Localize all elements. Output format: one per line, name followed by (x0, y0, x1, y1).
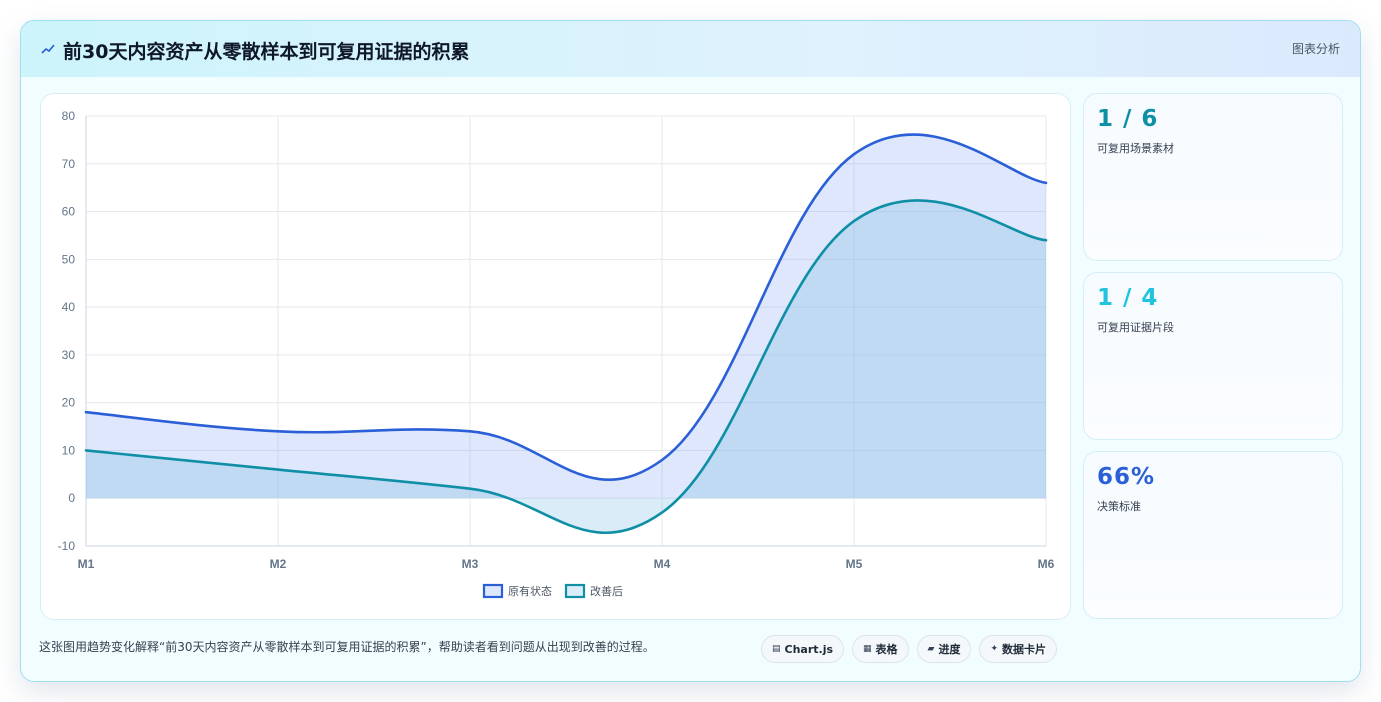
x-tick-label: M6 (1038, 557, 1055, 571)
y-tick-label: 30 (62, 348, 76, 362)
x-tick-label: M2 (270, 557, 287, 571)
series-line-2 (84, 199, 1048, 534)
chart-card: 前30天内容资产从零散样本到可复用证据的积累 图表分析 80 70 60 50 40 30… (20, 20, 1361, 682)
y-tick-label: -10 (58, 539, 76, 553)
stat-value: 66% (1097, 464, 1156, 490)
x-tick-label: M3 (462, 557, 479, 571)
stat-value: 1 / 6 (1097, 106, 1159, 132)
tag-chartjs[interactable]: ▤ Chart.js (761, 635, 845, 663)
tag-label: 表格 (875, 643, 898, 656)
stat-label: 可复用场景素材 (1097, 142, 1174, 155)
legend-label-1: 原有状态 (508, 584, 552, 598)
series-area-2 (86, 200, 1046, 533)
page-title: 前30天内容资产从零散样本到可复用证据的积累 (63, 41, 470, 63)
stat-card-reusable-scenes: 1 / 6 可复用场景素材 (1083, 93, 1343, 261)
progress-icon: ▰ (927, 644, 935, 654)
x-tick-label: M1 (78, 557, 95, 571)
tag-label: 数据卡片 (1002, 643, 1047, 656)
stat-label: 可复用证据片段 (1097, 321, 1174, 334)
y-tick-label: 0 (68, 491, 75, 505)
tag-label: Chart.js (784, 642, 834, 656)
x-tick-label: M4 (654, 557, 671, 571)
stat-card-decision-standard: 66% 决策标准 (1083, 451, 1343, 619)
table-icon: ▦ (863, 644, 872, 654)
y-tick-label: 60 (62, 205, 76, 219)
chart-analysis-label: 图表分析 (1291, 42, 1340, 56)
tag-data-card[interactable]: ✦ 数据卡片 (979, 635, 1058, 663)
stat-value: 1 / 4 (1097, 285, 1159, 311)
stat-card-reusable-evidence: 1 / 4 可复用证据片段 (1083, 272, 1343, 440)
y-tick-label: 40 (62, 300, 76, 314)
series-line-1 (84, 133, 1048, 481)
series-area-1 (86, 134, 1046, 499)
sparkle-icon: ✦ (990, 644, 999, 654)
y-tick-label: 10 (62, 443, 76, 457)
legend-label-2: 改善后 (590, 584, 623, 598)
chart-panel: 80 70 60 50 40 30 20 10 0 -10 M1 M2 M3 M4 M5 M6 原有状态 改善后 (40, 93, 1071, 620)
y-tick-label: 80 (62, 109, 76, 123)
y-tick-label: 50 (62, 252, 76, 266)
feature-tags: ▤ Chart.js ▦ 表格 ▰ 进度 ✦ 数据卡片 (761, 635, 1058, 663)
legend-swatch-2 (564, 583, 586, 599)
tag-table[interactable]: ▦ 表格 (852, 635, 909, 663)
legend-swatch-1 (482, 583, 504, 599)
stat-label: 决策标准 (1097, 500, 1141, 513)
chart-icon: ▤ (772, 644, 781, 654)
y-tick-label: 20 (62, 396, 76, 410)
card-header: 前30天内容资产从零散样本到可复用证据的积累 图表分析 (21, 21, 1360, 77)
chart-description: 这张图用趋势变化解释“前30天内容资产从零散样本到可复用证据的积累”，帮助读者看… (39, 640, 655, 654)
y-tick-label: 70 (62, 157, 76, 171)
trend-line-icon (41, 44, 55, 54)
x-tick-label: M5 (846, 557, 863, 571)
tag-label: 进度 (938, 643, 961, 656)
tag-progress[interactable]: ▰ 进度 (916, 635, 972, 663)
